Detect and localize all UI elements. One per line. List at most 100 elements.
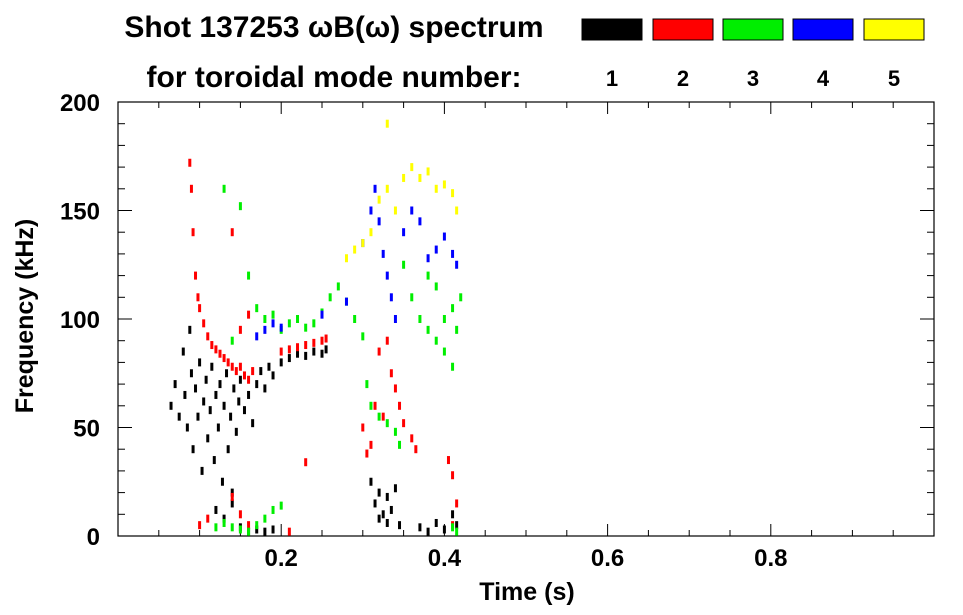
data-point-mode-1	[214, 505, 218, 514]
data-point-mode-4	[410, 206, 414, 215]
data-point-mode-5	[344, 254, 348, 263]
y-tick-label: 200	[60, 90, 100, 117]
data-point-mode-2	[455, 499, 459, 508]
legend-label-5: 5	[888, 66, 900, 91]
data-point-mode-4	[426, 254, 430, 263]
data-point-mode-3	[451, 304, 455, 313]
data-point-mode-4	[279, 323, 283, 332]
data-point-mode-3	[442, 347, 446, 356]
data-point-mode-5	[369, 228, 373, 237]
data-point-mode-1	[426, 527, 430, 536]
data-point-mode-3	[451, 523, 455, 532]
data-point-mode-1	[385, 518, 389, 527]
data-point-mode-1	[196, 412, 200, 421]
data-point-mode-1	[194, 384, 198, 393]
y-tick-label: 0	[87, 524, 100, 551]
data-point-mode-1	[251, 419, 255, 428]
data-point-mode-5	[410, 163, 414, 172]
data-point-mode-5	[385, 119, 389, 128]
data-point-mode-1	[312, 347, 316, 356]
data-point-mode-1	[271, 371, 275, 380]
data-point-mode-3	[312, 319, 316, 328]
legend: 1 2 3 4 5	[581, 18, 925, 91]
legend-label-2: 2	[677, 66, 689, 91]
data-point-mode-2	[393, 384, 397, 393]
data-point-mode-4	[377, 217, 381, 226]
data-point-mode-1	[200, 466, 204, 475]
data-point-mode-1	[230, 488, 234, 497]
data-point-mode-2	[377, 347, 381, 356]
data-point-mode-3	[353, 315, 357, 323]
data-point-mode-5	[455, 206, 459, 215]
data-point-mode-3	[369, 401, 373, 410]
data-point-mode-1	[259, 367, 263, 376]
data-point-mode-2	[287, 527, 291, 536]
y-axis-label: Frequency (kHz)	[11, 219, 39, 413]
data-point-mode-1	[202, 397, 206, 406]
data-point-mode-3	[238, 525, 242, 534]
data-point-mode-2	[369, 440, 373, 449]
data-point-mode-2	[320, 336, 324, 345]
data-point-mode-3	[455, 527, 459, 536]
data-point-mode-2	[238, 510, 242, 519]
data-point-mode-2	[230, 362, 234, 371]
data-point-mode-1	[222, 401, 226, 410]
data-point-mode-2	[304, 341, 308, 350]
data-point-mode-4	[418, 217, 422, 226]
data-point-mode-1	[393, 484, 397, 493]
data-point-mode-2	[247, 521, 251, 530]
data-point-mode-4	[402, 228, 406, 237]
data-point-mode-1	[218, 380, 222, 389]
data-point-mode-4	[434, 245, 438, 254]
data-point-mode-4	[369, 206, 373, 215]
data-point-mode-4	[255, 332, 259, 341]
y-tick-label: 150	[60, 199, 100, 226]
data-point-mode-4	[320, 310, 324, 319]
data-point-mode-1	[216, 423, 220, 432]
data-point-mode-3	[214, 523, 218, 532]
data-point-mode-2	[389, 369, 393, 378]
data-point-mode-2	[191, 228, 195, 237]
data-point-mode-1	[418, 523, 422, 532]
data-point-mode-1	[189, 369, 193, 378]
data-point-mode-3	[426, 271, 430, 280]
data-point-mode-2	[198, 304, 202, 313]
data-point-mode-5	[442, 180, 446, 189]
data-point-mode-5	[402, 173, 406, 182]
data-point-mode-2	[451, 471, 455, 480]
data-point-mode-3	[255, 304, 259, 313]
x-tick-label: 0.6	[591, 545, 624, 572]
data-point-mode-3	[402, 260, 406, 269]
data-point-mode-1	[263, 384, 267, 393]
data-point-mode-3	[434, 282, 438, 291]
data-point-mode-3	[442, 315, 446, 323]
data-point-mode-2	[188, 158, 192, 167]
data-point-mode-4	[271, 319, 275, 328]
data-point-mode-2	[234, 367, 238, 376]
data-point-mode-2	[247, 310, 251, 319]
data-point-mode-3	[455, 325, 459, 334]
data-point-mode-4	[344, 297, 348, 306]
data-point-mode-5	[385, 184, 389, 193]
data-point-mode-2	[242, 371, 246, 380]
data-point-mode-1	[185, 423, 189, 432]
data-point-mode-1	[212, 456, 216, 465]
data-point-mode-1	[304, 351, 308, 360]
data-point-mode-1	[381, 510, 385, 519]
chart-title-line1: Shot 137253 ωB(ω) spectrum	[124, 11, 543, 44]
data-point-mode-1	[198, 358, 202, 367]
data-point-mode-5	[426, 167, 430, 176]
data-point-mode-2	[373, 401, 377, 410]
legend-swatch-4	[792, 18, 854, 41]
data-point-mode-1	[238, 375, 242, 384]
data-point-mode-2	[230, 228, 234, 237]
legend-swatch-5	[863, 18, 925, 41]
data-point-mode-2	[214, 345, 218, 354]
data-point-mode-5	[418, 173, 422, 182]
data-point-mode-2	[398, 401, 402, 410]
data-point-mode-1	[451, 510, 455, 519]
data-point-mode-3	[434, 336, 438, 345]
data-point-mode-5	[393, 206, 397, 215]
data-point-mode-1	[220, 477, 224, 486]
